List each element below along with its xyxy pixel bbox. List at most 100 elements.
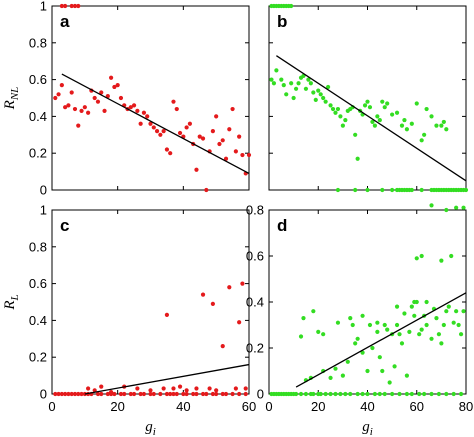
data-point [303,391,309,397]
data-point [385,101,390,106]
data-point [375,114,380,119]
data-point [417,391,422,397]
data-point [318,391,323,397]
data-point [390,391,395,397]
data-point [298,391,304,397]
data-point [109,75,114,80]
data-point [429,336,434,341]
data-point [385,327,390,332]
data-point [353,187,358,193]
data-point [230,391,235,397]
data-point [382,105,387,110]
data-point [353,132,358,137]
data-point [461,205,466,210]
data-point [271,81,277,86]
data-point [59,3,64,9]
data-point [444,391,449,397]
plot-frame [51,5,250,191]
data-point [463,187,469,193]
data-point [333,110,338,115]
y-tick-label: 0.4 [246,295,264,310]
data-point [355,336,360,341]
data-point [333,366,338,371]
data-point [293,86,299,91]
data-point [210,301,215,306]
data-point [343,117,348,123]
data-point [330,106,336,112]
data-point [204,187,209,193]
data-point [148,391,153,397]
y-tick-label: 0.4 [29,313,47,328]
data-point [326,84,331,90]
data-point [233,149,238,154]
data-point [451,320,456,325]
data-point [145,114,150,119]
data-point [237,391,242,397]
data-point [99,384,104,389]
data-point [138,121,143,126]
data-point [419,253,424,259]
y-tick-label: 0.6 [29,72,47,87]
data-point [355,156,360,161]
data-point [372,391,377,397]
data-point [407,329,412,334]
data-point [321,95,326,101]
data-point [434,123,439,128]
data-point [207,386,212,391]
x-tick-label: 40 [360,399,374,414]
data-point [141,391,147,397]
data-point [380,99,385,104]
data-point [362,103,368,108]
data-point [370,345,375,351]
data-point [429,391,434,397]
data-point [63,3,68,9]
data-point [390,187,395,193]
data-point [217,141,222,147]
data-point [328,375,333,380]
data-point [316,88,321,93]
y-tick-label: 0.6 [246,249,264,264]
data-point [301,316,306,321]
data-point [53,391,58,397]
data-point [382,322,387,328]
panel-c: 0 20 40 60 0 0.2 0.4 0.6 0.8 1c RL gi [2,203,256,437]
data-point [380,368,385,374]
y-tick-label: 0 [40,387,47,402]
data-point [456,322,461,328]
data-point [99,391,104,397]
data-point [230,106,235,112]
y-axis-title: RNL [2,87,21,111]
data-point [316,329,321,334]
data-point [355,391,360,397]
data-point [141,110,147,115]
data-point [390,112,395,117]
data-point [333,391,338,397]
data-point [289,3,294,9]
data-point [375,320,380,325]
data-point [59,391,64,397]
data-point [436,391,442,397]
data-point [360,313,365,318]
data-point [409,187,414,193]
data-point [343,391,348,397]
data-point [284,92,289,97]
data-point [414,256,419,261]
fit-line [295,292,467,388]
data-point [243,386,248,391]
data-point [118,391,124,397]
data-point [419,187,424,193]
data-point [279,77,284,82]
data-point [184,125,189,130]
data-point [53,95,58,101]
data-point [424,299,429,305]
data-point [345,359,350,364]
data-point [109,390,114,395]
data-point [377,355,382,360]
data-point [409,304,414,309]
data-point [171,391,176,397]
y-tick-label: 0.6 [29,276,47,291]
data-point [338,391,343,397]
data-point [151,125,156,130]
data-point [436,332,442,337]
data-point [102,108,107,113]
